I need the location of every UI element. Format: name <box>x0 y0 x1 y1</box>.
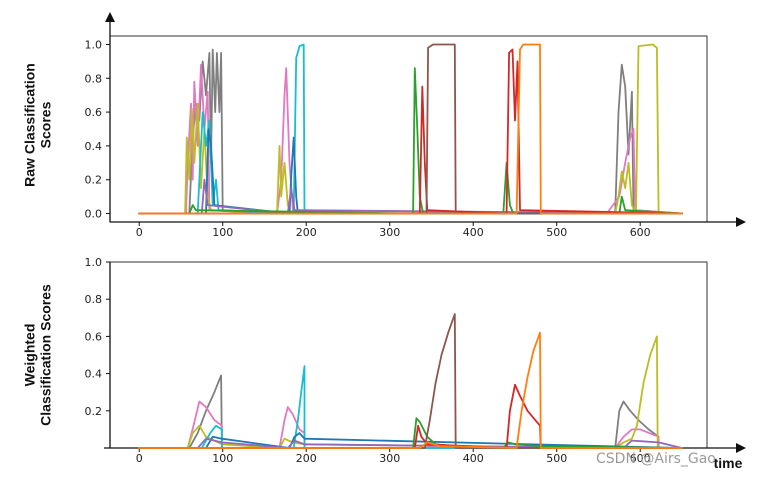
y-tick-label: 0.8 <box>85 72 103 85</box>
y-tick-label: 0.2 <box>85 405 103 418</box>
raw-y-label: Raw ClassificationScores <box>22 63 54 187</box>
raw-scores-panel: 0 100 200 300 400 500 600 0.0 0.2 0.4 0.6 0.8 1.0 R… <box>22 12 746 239</box>
series-line-red <box>138 48 683 215</box>
raw-x-axis-arrow-icon <box>736 217 746 227</box>
x-tick-label: 500 <box>546 452 567 465</box>
y-tick-label: 0.8 <box>85 293 103 306</box>
x-tick-label: 400 <box>463 452 484 465</box>
y-tick-label: 0.4 <box>85 140 103 153</box>
y-tick-label: 0.6 <box>85 330 103 343</box>
series-line-purple <box>138 437 683 449</box>
series-line-orange <box>138 331 683 449</box>
raw-y-ticks: 0.0 0.2 0.4 0.6 0.8 1.0 <box>85 38 110 221</box>
x-tick-label: 300 <box>379 226 400 239</box>
y-tick-label: 0.4 <box>85 368 103 381</box>
series-line-orange <box>138 43 683 215</box>
weighted-x-axis-arrow-icon <box>736 443 746 453</box>
series-line-pink <box>138 63 683 215</box>
weighted-y-ticks: 0.2 0.4 0.6 0.8 1.0 <box>85 256 110 418</box>
x-tick-label: 100 <box>212 452 233 465</box>
weighted-scores-panel: 0 100 200 300 400 500 600 0.2 0.4 0.6 0.8 1.0 Weig… <box>22 256 746 471</box>
series-line-cyan <box>138 43 683 215</box>
time-axis-label: time <box>714 455 743 471</box>
x-tick-label: 600 <box>630 452 651 465</box>
x-tick-label: 400 <box>463 226 484 239</box>
watermark: CSDN @Airs_Gao <box>596 451 716 467</box>
x-tick-label: 0 <box>136 226 143 239</box>
series-line-gray <box>138 374 683 449</box>
y-tick-label: 1.0 <box>85 38 103 51</box>
weighted-series <box>138 313 683 449</box>
y-tick-label: 0.6 <box>85 106 103 119</box>
weighted-y-label: WeightedClassification Scores <box>22 284 54 426</box>
series-line-olive <box>138 43 683 215</box>
y-tick-label: 0.2 <box>85 174 103 187</box>
x-tick-label: 600 <box>630 226 651 239</box>
y-tick-label: 1.0 <box>85 256 103 269</box>
weighted-x-ticks: 0 100 200 300 400 500 600 <box>136 448 651 465</box>
raw-series <box>138 43 683 215</box>
x-tick-label: 0 <box>136 452 143 465</box>
x-tick-label: 200 <box>296 452 317 465</box>
series-line-brown <box>138 313 683 449</box>
series-line-blue <box>138 128 683 215</box>
raw-x-ticks: 0 100 200 300 400 500 600 <box>136 222 651 239</box>
x-tick-label: 300 <box>379 452 400 465</box>
y-tick-label: 0.0 <box>85 208 103 221</box>
raw-y-axis-arrow-icon <box>105 12 115 22</box>
x-tick-label: 500 <box>546 226 567 239</box>
x-tick-label: 200 <box>296 226 317 239</box>
series-line-olive <box>138 335 683 449</box>
x-tick-label: 100 <box>212 226 233 239</box>
series-line-gray <box>138 48 683 215</box>
series-line-purple <box>138 178 683 215</box>
